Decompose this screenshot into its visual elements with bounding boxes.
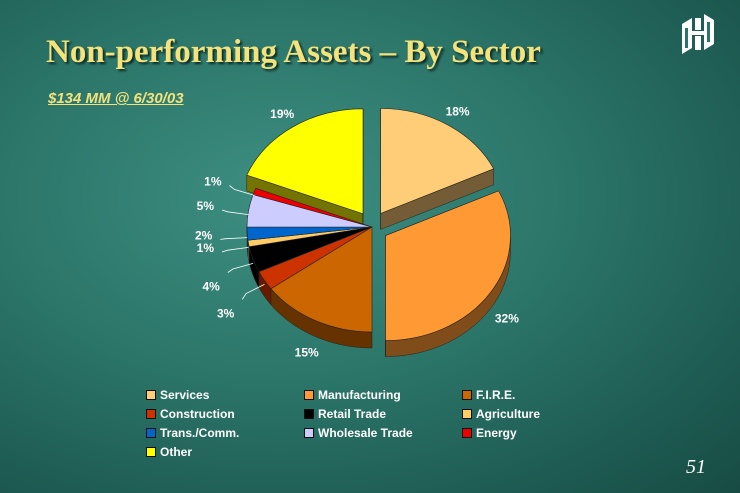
legend-item-manufacturing: Manufacturing bbox=[304, 386, 462, 403]
pie-slices bbox=[246, 108, 511, 357]
data-label-retail-trade: 4% bbox=[202, 280, 220, 294]
legend-label: Construction bbox=[160, 406, 235, 421]
legend-label: Trans./Comm. bbox=[160, 425, 240, 440]
data-label-f-i-r-e: 15% bbox=[295, 346, 319, 360]
pie-slice-manufacturing bbox=[385, 190, 511, 341]
data-label-energy: 1% bbox=[204, 175, 222, 189]
leader-line-wholesale-trade bbox=[221, 209, 249, 215]
legend-item-agriculture: Agriculture bbox=[462, 405, 616, 422]
legend-swatch bbox=[304, 408, 314, 419]
legend-label: Services bbox=[160, 387, 210, 402]
leader-line-construction bbox=[241, 284, 265, 300]
slide-title: Non-performing Assets – By Sector bbox=[46, 34, 541, 70]
pie-slice-services bbox=[380, 108, 495, 214]
legend-label: Energy bbox=[476, 425, 517, 440]
legend-item-f-i-r-e: F.I.R.E. bbox=[462, 386, 616, 403]
legend-swatch bbox=[146, 389, 156, 400]
data-label-trans-comm: 2% bbox=[195, 228, 213, 242]
legend-swatch bbox=[462, 389, 472, 400]
data-label-manufacturing: 32% bbox=[495, 311, 519, 325]
legend-label: Wholesale Trade bbox=[318, 425, 413, 440]
legend-label: Retail Trade bbox=[318, 406, 387, 421]
legend-item-construction: Construction bbox=[146, 405, 304, 422]
label-leader-lines bbox=[220, 185, 265, 300]
leader-line-agriculture bbox=[221, 247, 249, 253]
legend-label: Agriculture bbox=[476, 406, 541, 421]
leader-line-retail-trade bbox=[227, 263, 254, 273]
legend-swatch bbox=[304, 389, 314, 400]
leader-line-trans-comm bbox=[220, 237, 248, 240]
legend-item-retail-trade: Retail Trade bbox=[304, 405, 462, 422]
legend-item-services: Services bbox=[146, 386, 304, 403]
legend-swatch bbox=[146, 427, 156, 438]
legend-label: Other bbox=[160, 444, 193, 459]
data-label-wholesale-trade: 5% bbox=[197, 199, 215, 213]
leader-line-energy bbox=[229, 185, 255, 196]
slide-subtitle: $134 MM @ 6/30/03 bbox=[48, 90, 184, 107]
pie-slice-other bbox=[246, 108, 364, 215]
legend-label: F.I.R.E. bbox=[476, 387, 516, 402]
legend-swatch bbox=[146, 408, 156, 419]
legend-label: Manufacturing bbox=[318, 387, 401, 402]
legend-item-energy: Energy bbox=[462, 424, 616, 441]
page-number: 51 bbox=[686, 456, 706, 478]
legend-swatch bbox=[304, 427, 314, 438]
legend-item-trans-comm: Trans./Comm. bbox=[146, 424, 304, 441]
bank-logo-icon bbox=[682, 14, 714, 54]
legend-swatch bbox=[462, 427, 472, 438]
data-label-services: 18% bbox=[446, 105, 470, 119]
legend-swatch bbox=[462, 408, 472, 419]
pie-data-labels: 18%32%15%3%4%1%2%5%1%19% bbox=[195, 105, 519, 360]
data-label-agriculture: 1% bbox=[197, 241, 215, 255]
legend-swatch bbox=[146, 446, 156, 457]
legend-item-other: Other bbox=[146, 443, 304, 460]
legend-item-wholesale-trade: Wholesale Trade bbox=[304, 424, 462, 441]
data-label-construction: 3% bbox=[217, 306, 235, 320]
pie-slice-f-i-r-e bbox=[270, 226, 373, 333]
data-label-other: 19% bbox=[270, 107, 294, 121]
chart-legend: Services Manufacturing F.I.R.E. Constructio… bbox=[146, 386, 616, 460]
